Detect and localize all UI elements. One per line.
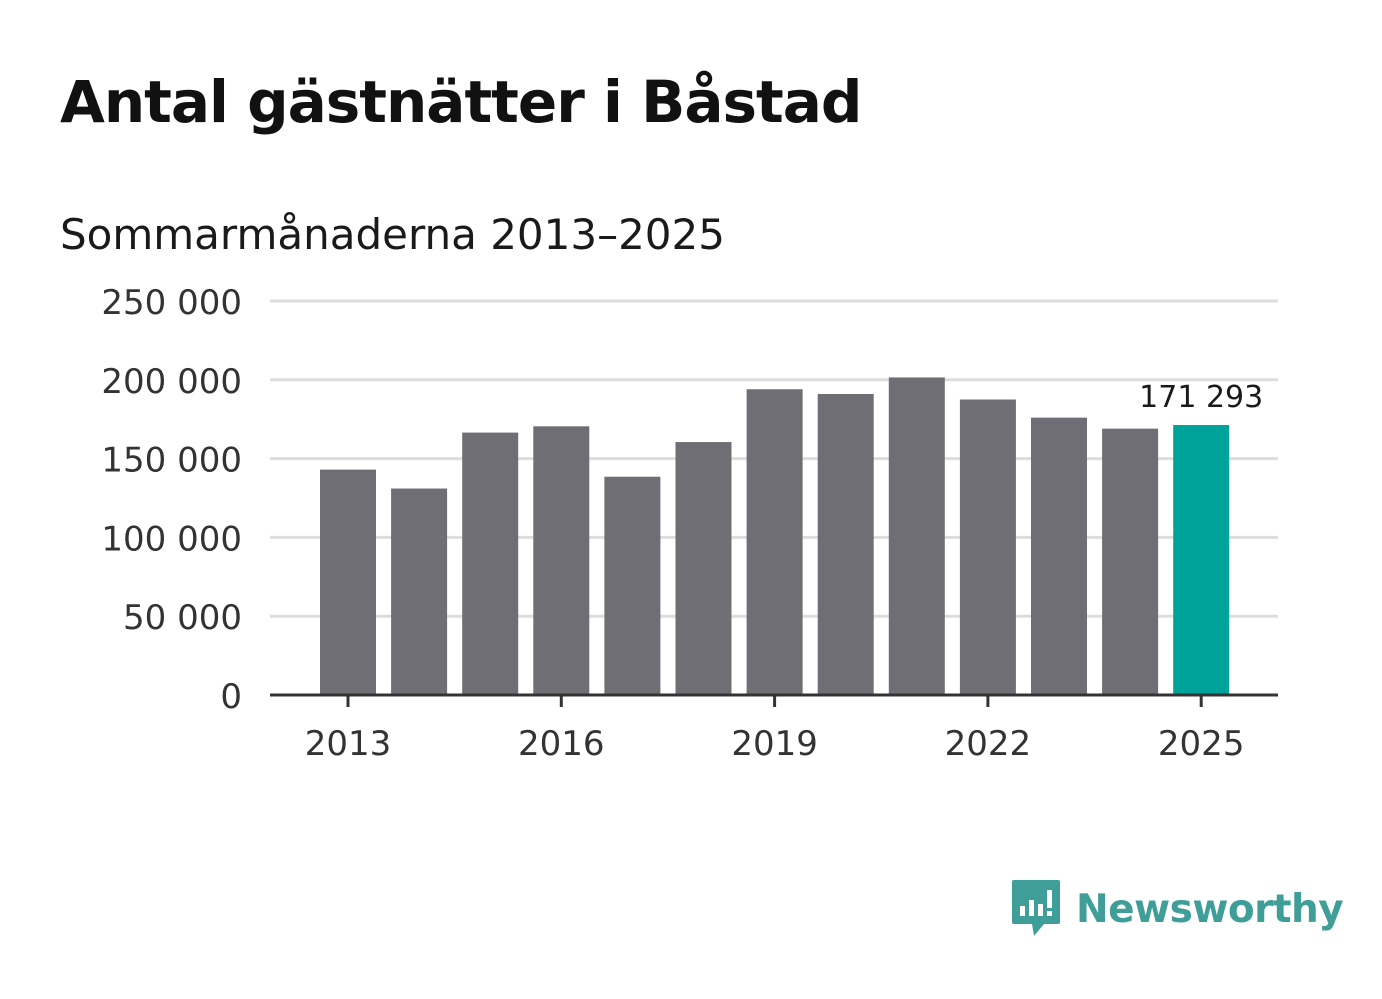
bar (959, 399, 1016, 695)
y-tick-label: 0 (220, 677, 242, 717)
y-tick-label: 250 000 (101, 283, 242, 323)
x-tick-label: 2025 (1158, 724, 1245, 764)
y-tick-label: 100 000 (101, 519, 242, 559)
bar (320, 469, 376, 695)
newsworthy-logo: Newsworthy (1010, 878, 1344, 940)
chart-subtitle: Sommarmånaderna 2013–2025 (60, 210, 725, 259)
bar (533, 426, 590, 695)
brand-name: Newsworthy (1076, 886, 1344, 932)
bar-highlight (1173, 425, 1230, 695)
x-tick-label: 2019 (731, 724, 818, 764)
bar (604, 476, 661, 695)
newsworthy-logo-icon (1012, 880, 1060, 936)
bars (320, 377, 1230, 695)
bar (391, 488, 448, 695)
bar (817, 393, 874, 695)
bar (1102, 428, 1159, 695)
x-axis-ticks: 2013 2016 2019 2022 2025 (305, 695, 1245, 764)
bar (888, 377, 945, 695)
y-axis-labels: 0 50 000 100 000 150 000 200 000 250 000 (101, 283, 242, 717)
bar (1031, 417, 1087, 695)
y-tick-label: 150 000 (101, 441, 242, 481)
bar (462, 432, 519, 695)
bar (675, 442, 732, 695)
x-tick-label: 2022 (945, 724, 1032, 764)
x-tick-label: 2016 (518, 724, 605, 764)
highlight-data-label: 171 293 (1139, 380, 1263, 415)
bar (746, 389, 803, 695)
x-tick-label: 2013 (305, 724, 392, 764)
y-tick-label: 200 000 (101, 362, 242, 402)
chart-title: Antal gästnätter i Båstad (60, 68, 862, 136)
y-tick-label: 50 000 (123, 598, 242, 638)
